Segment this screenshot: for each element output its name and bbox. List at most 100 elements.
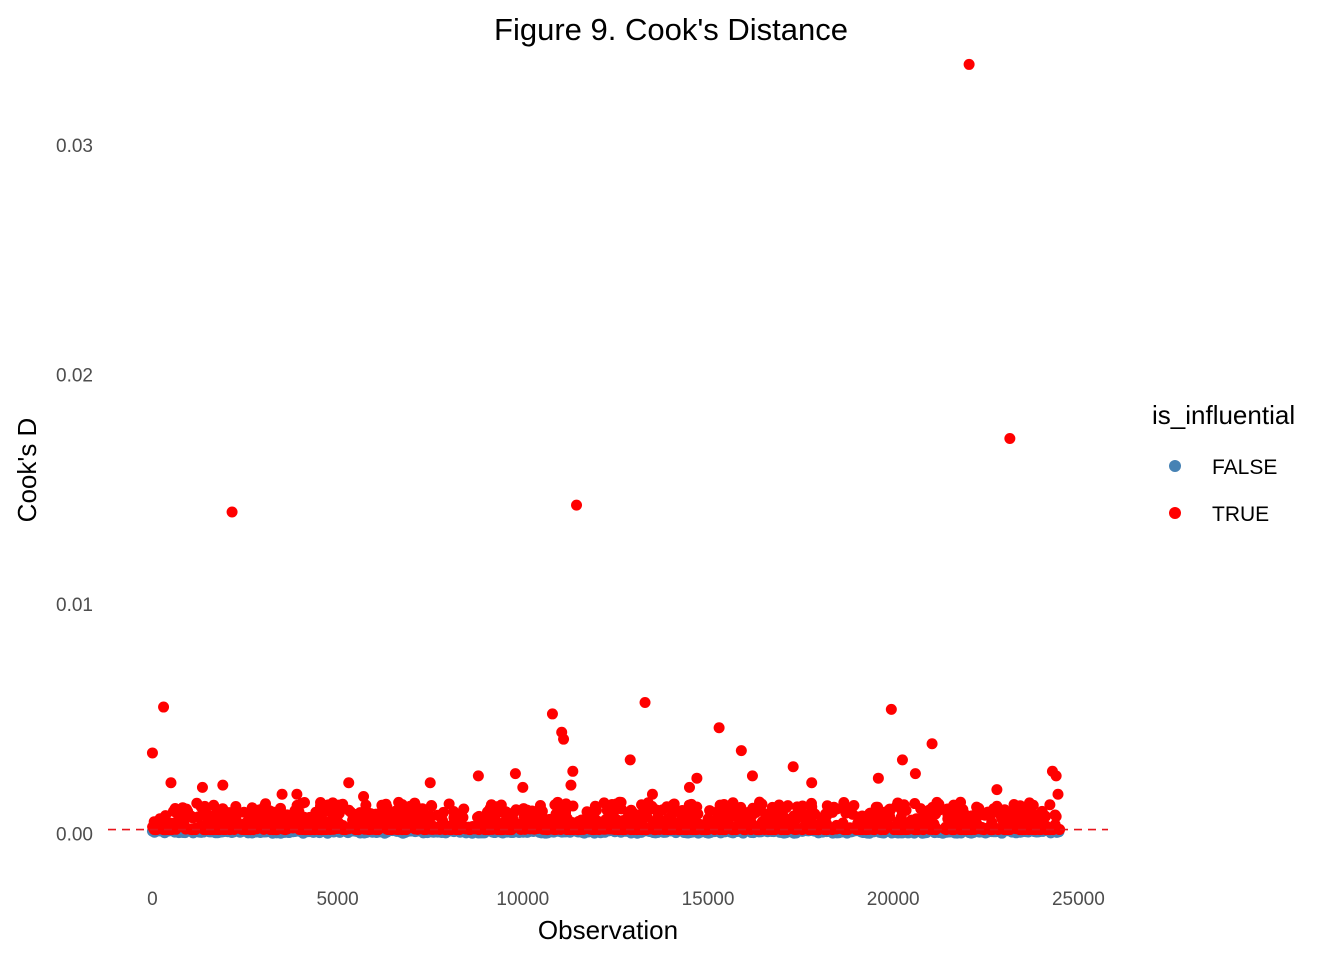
x-tick-label: 5000 bbox=[316, 889, 358, 910]
data-point-true bbox=[864, 807, 876, 819]
data-point-true bbox=[923, 804, 935, 816]
data-point-true bbox=[494, 821, 506, 833]
data-point-true bbox=[158, 701, 170, 713]
data-point-true bbox=[518, 811, 530, 823]
data-point-true bbox=[704, 805, 716, 817]
data-point-true bbox=[424, 777, 436, 789]
data-point-true bbox=[955, 820, 967, 832]
data-point-true bbox=[226, 506, 238, 518]
data-point-true bbox=[690, 805, 702, 817]
data-point-true bbox=[238, 806, 250, 818]
data-point-true bbox=[988, 803, 1000, 815]
data-point-true bbox=[316, 808, 328, 820]
x-axis-ticks: 0 5000 10000 15000 20000 25000 bbox=[147, 889, 1105, 910]
data-point-true bbox=[909, 768, 921, 780]
data-point-true bbox=[806, 805, 818, 817]
data-point-true bbox=[582, 809, 594, 821]
data-point-true bbox=[343, 804, 355, 816]
x-tick-label: 10000 bbox=[496, 889, 549, 910]
data-point-true bbox=[630, 813, 642, 825]
data-point-true bbox=[917, 823, 929, 835]
data-point-true bbox=[279, 812, 291, 824]
data-point-true bbox=[872, 772, 884, 784]
data-point-true bbox=[178, 817, 190, 829]
data-point-true bbox=[1049, 809, 1061, 821]
data-point-true bbox=[196, 781, 208, 793]
data-point-true bbox=[509, 768, 521, 780]
data-point-true bbox=[884, 805, 896, 817]
data-point-true bbox=[322, 799, 334, 811]
data-point-true bbox=[282, 822, 294, 834]
data-point-true bbox=[458, 803, 470, 815]
data-point-true bbox=[984, 823, 996, 835]
data-point-true bbox=[347, 814, 359, 826]
data-point-true bbox=[553, 801, 565, 813]
x-tick-label: 25000 bbox=[1052, 889, 1105, 910]
data-point-true bbox=[819, 808, 831, 820]
x-tick-label: 20000 bbox=[867, 889, 920, 910]
data-point-true bbox=[773, 799, 785, 811]
data-point-true bbox=[624, 754, 636, 766]
data-point-true bbox=[1050, 770, 1062, 782]
data-point-true bbox=[506, 824, 518, 836]
data-point-true bbox=[713, 818, 725, 830]
y-tick-label: 0.01 bbox=[56, 595, 93, 616]
data-point-true bbox=[375, 814, 387, 826]
data-point-true bbox=[806, 777, 818, 789]
data-point-true bbox=[646, 800, 658, 812]
data-point-true bbox=[1052, 788, 1064, 800]
y-tick-label: 0.02 bbox=[56, 365, 93, 386]
data-point-true bbox=[517, 781, 529, 793]
data-point-true bbox=[343, 777, 355, 789]
data-point-true bbox=[861, 820, 873, 832]
data-point-true bbox=[165, 777, 177, 789]
data-point-true bbox=[968, 812, 980, 824]
data-point-true bbox=[1004, 433, 1016, 445]
data-point-true bbox=[415, 823, 427, 835]
data-point-true bbox=[393, 818, 405, 830]
data-point-true bbox=[549, 812, 561, 824]
plot-area bbox=[108, 58, 1108, 839]
data-point-true bbox=[999, 804, 1011, 816]
data-point-true bbox=[534, 800, 546, 812]
data-point-true bbox=[621, 820, 633, 832]
data-point-true bbox=[217, 779, 229, 791]
data-point-true bbox=[788, 810, 800, 822]
data-point-true bbox=[668, 798, 680, 810]
data-point-true bbox=[276, 788, 288, 800]
data-point-true bbox=[926, 738, 938, 750]
data-point-true bbox=[1026, 823, 1038, 835]
data-point-true bbox=[165, 821, 177, 833]
data-point-true bbox=[291, 799, 303, 811]
data-point-true bbox=[604, 809, 616, 821]
data-point-true bbox=[1023, 797, 1035, 809]
data-point-true bbox=[811, 823, 823, 835]
data-point-true bbox=[896, 754, 908, 766]
data-point-true bbox=[246, 802, 258, 814]
data-point-true bbox=[546, 708, 558, 720]
data-point-true bbox=[333, 807, 345, 819]
data-point-true bbox=[1014, 801, 1026, 813]
data-point-true bbox=[735, 745, 747, 757]
data-point-true bbox=[746, 770, 758, 782]
data-point-true bbox=[208, 799, 220, 811]
data-point-true bbox=[346, 822, 358, 834]
data-point-true bbox=[639, 696, 651, 708]
x-tick-label: 0 bbox=[147, 889, 158, 910]
data-point-true bbox=[896, 816, 908, 828]
data-point-true bbox=[416, 803, 428, 815]
data-point-true bbox=[1005, 822, 1017, 834]
data-point-true bbox=[915, 803, 927, 815]
data-point-true bbox=[1054, 824, 1066, 836]
legend-label-true: TRUE bbox=[1212, 503, 1269, 526]
data-point-true bbox=[230, 801, 242, 813]
data-point-true bbox=[875, 822, 887, 834]
legend-title: is_influential bbox=[1152, 400, 1295, 430]
data-point-true bbox=[957, 804, 969, 816]
legend-swatch-true bbox=[1169, 507, 1181, 519]
data-point-true bbox=[523, 821, 535, 833]
data-point-true bbox=[885, 703, 897, 715]
data-point-true bbox=[406, 800, 418, 812]
data-point-true bbox=[971, 801, 983, 813]
